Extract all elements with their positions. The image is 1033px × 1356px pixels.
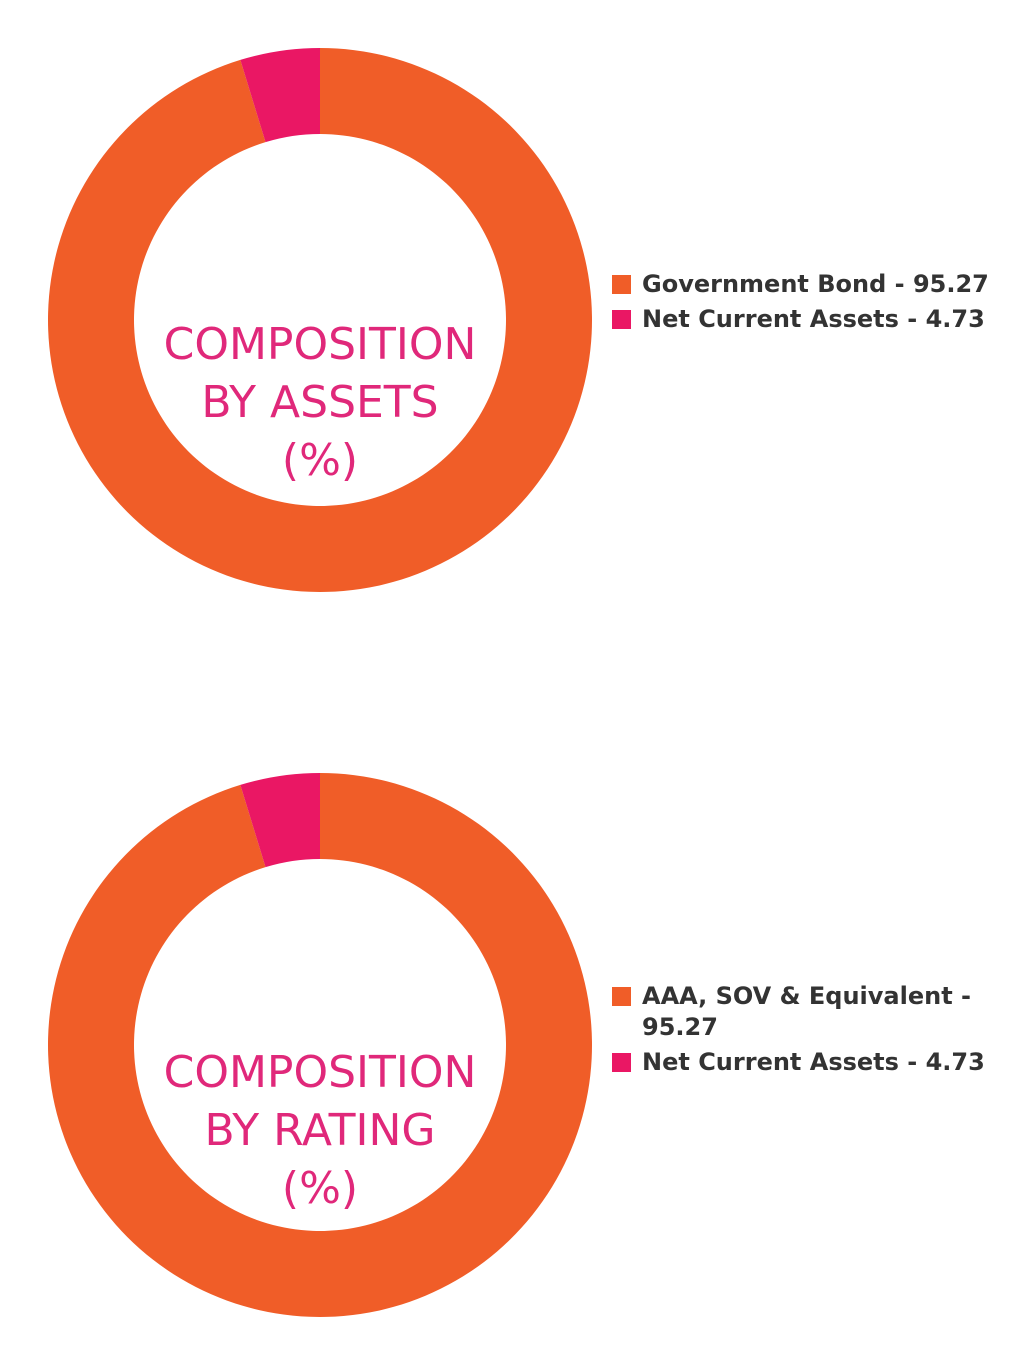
assets-chart-title: COMPOSITION BY ASSETS (%) — [145, 316, 495, 490]
rating-chart-title: COMPOSITION BY RATING (%) — [145, 1044, 495, 1218]
pink-swatch-icon — [612, 310, 631, 329]
assets-title-line-3: (%) — [281, 435, 359, 486]
slice-net-current-assets — [240, 48, 320, 143]
legend-label: AAA, SOV & Equivalent - 95.27 — [642, 982, 972, 1041]
legend-item-net-current-assets: Net Current Assets - 4.73 — [612, 1047, 992, 1078]
orange-swatch-icon — [612, 987, 631, 1006]
legend-label: Government Bond - 95.27 — [642, 270, 989, 298]
slice-government-bond — [48, 48, 592, 592]
rating-title-line-3: (%) — [281, 1163, 359, 1214]
rating-title-line-1: COMPOSITION — [163, 1047, 477, 1098]
rating-legend: AAA, SOV & Equivalent - 95.27 Net Curren… — [612, 981, 992, 1082]
pink-swatch-icon — [612, 1053, 631, 1072]
legend-item-aaa-sov-equivalent: AAA, SOV & Equivalent - 95.27 — [612, 981, 992, 1043]
rating-donut — [48, 773, 592, 1317]
orange-swatch-icon — [612, 275, 631, 294]
legend-item-net-current-assets: Net Current Assets - 4.73 — [612, 304, 992, 335]
assets-title-line-1: COMPOSITION — [163, 319, 477, 370]
legend-label: Net Current Assets - 4.73 — [642, 305, 985, 333]
assets-donut — [48, 48, 592, 592]
slice-aaa-sov-equivalent — [48, 773, 592, 1317]
rating-title-line-2: BY RATING — [204, 1105, 436, 1156]
assets-legend: Government Bond - 95.27 Net Current Asse… — [612, 269, 992, 339]
legend-item-government-bond: Government Bond - 95.27 — [612, 269, 992, 300]
legend-label: Net Current Assets - 4.73 — [642, 1048, 985, 1076]
assets-title-line-2: BY ASSETS — [201, 377, 439, 428]
rating-composition-chart: COMPOSITION BY RATING (%) AAA, SOV & Equ… — [0, 765, 1033, 1325]
assets-composition-chart: COMPOSITION BY ASSETS (%) Government Bon… — [0, 40, 1033, 600]
slice-net-current-assets — [240, 773, 320, 868]
